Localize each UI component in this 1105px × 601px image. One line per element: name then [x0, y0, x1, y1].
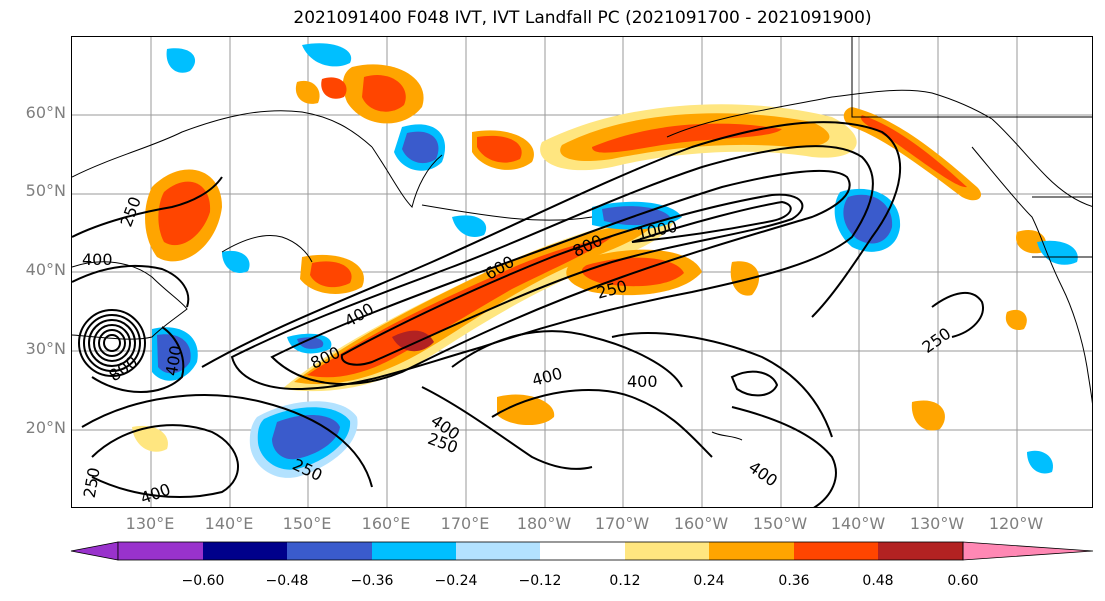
colorbar-tick: −0.36	[350, 573, 394, 589]
colorbar-segment	[203, 542, 287, 560]
contour-label-250: 250	[117, 194, 145, 229]
lon-label-170w: 170°W	[594, 514, 650, 533]
colorbar-tick: 0.60	[947, 573, 979, 589]
colorbar-outline	[117, 541, 964, 561]
colorbar-segment	[540, 542, 625, 560]
lon-label-140w: 140°W	[830, 514, 886, 533]
colorbar-tick: 0.24	[693, 573, 725, 589]
lat-label-20n: 20°N	[25, 418, 66, 437]
contour-label-250: 250	[80, 466, 104, 499]
map-panel: 250 400 250 400 600 800 1000 800 400 250…	[71, 36, 1093, 508]
contour-label-400: 400	[745, 457, 781, 490]
contour-label-250: 250	[919, 324, 955, 357]
lon-label-150w: 150°W	[752, 514, 808, 533]
colorbar-extend-high	[962, 541, 1094, 561]
lat-label-30n: 30°N	[25, 339, 66, 358]
colorbar-segment	[372, 542, 456, 560]
colorbar-tick: 0.12	[609, 573, 641, 589]
contour-label-400: 400	[530, 364, 564, 390]
colorbar-segments	[70, 541, 1094, 561]
contour-label-400: 400	[341, 299, 377, 331]
lat-label-60n: 60°N	[25, 103, 66, 122]
colorbar-segment	[709, 542, 794, 560]
colorbar-segment	[794, 542, 878, 560]
negative-anomaly-fill	[152, 43, 1078, 478]
colorbar-tick: −0.60	[181, 573, 225, 589]
lon-label-160e: 160°E	[361, 514, 411, 533]
colorbar-segment	[287, 542, 372, 560]
colorbar-segment	[625, 542, 709, 560]
colorbar-tick: −0.12	[518, 573, 562, 589]
colorbar	[70, 541, 1094, 561]
lon-label-180w: 180°W	[516, 514, 572, 533]
ivt-contours	[72, 121, 984, 507]
positive-anomaly-fill	[132, 64, 1047, 452]
lon-label-130w: 130°W	[909, 514, 965, 533]
contour-label-400: 400	[82, 250, 113, 269]
colorbar-tick: 0.36	[778, 573, 810, 589]
colorbar-segment	[456, 542, 540, 560]
contour-label-400: 400	[138, 480, 173, 508]
lon-label-120w: 120°W	[988, 514, 1044, 533]
lon-label-170e: 170°E	[440, 514, 490, 533]
lon-label-150e: 150°E	[282, 514, 332, 533]
colorbar-tick: 0.48	[862, 573, 894, 589]
lat-label-40n: 40°N	[25, 260, 66, 279]
coastlines	[72, 37, 1092, 441]
map-canvas: 250 400 250 400 600 800 1000 800 400 250…	[72, 37, 1092, 508]
lon-label-160w: 160°W	[673, 514, 729, 533]
lon-label-140e: 140°E	[204, 514, 254, 533]
colorbar-segment	[878, 542, 963, 560]
lon-label-130e: 130°E	[125, 514, 175, 533]
lat-label-50n: 50°N	[25, 181, 66, 200]
colorbar-tick: −0.24	[434, 573, 478, 589]
colorbar-extend-low	[70, 541, 119, 561]
colorbar-segment	[118, 542, 203, 560]
map-title: 2021091400 F048 IVT, IVT Landfall PC (20…	[293, 8, 872, 28]
colorbar-tick: −0.48	[265, 573, 309, 589]
contour-label-400: 400	[627, 372, 658, 391]
